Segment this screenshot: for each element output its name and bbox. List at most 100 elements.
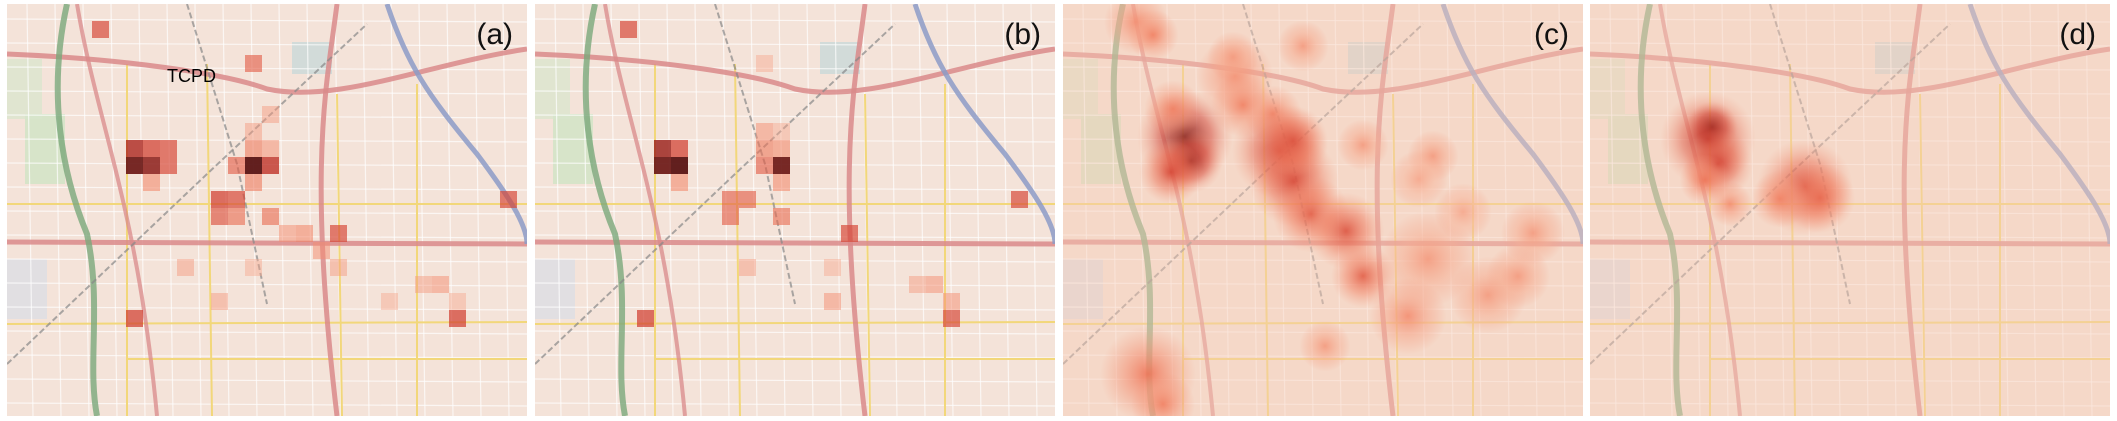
street <box>535 114 1055 119</box>
hotspot-cell <box>432 276 449 293</box>
creek <box>1440 4 1583 245</box>
hotspot-cell <box>773 140 790 157</box>
hotspot-cell <box>245 259 262 276</box>
hotspot-cell <box>943 310 960 327</box>
hotspot-cell <box>415 276 432 293</box>
street <box>110 4 118 416</box>
street <box>1002 4 1010 416</box>
map-panel-d: (d) <box>1590 4 2110 416</box>
street <box>2029 4 2037 416</box>
street <box>138 4 146 416</box>
creek <box>1967 4 2110 245</box>
heat-spot <box>1337 119 1389 171</box>
map-panel-b: (b) <box>535 4 1055 416</box>
street <box>1590 42 2110 47</box>
street <box>535 210 1055 215</box>
street <box>306 4 314 416</box>
hotspot-cell <box>245 157 262 174</box>
heat-spot <box>1707 181 1753 227</box>
hotspot-cell <box>245 174 262 191</box>
street <box>1558 4 1566 416</box>
railroad <box>7 23 368 365</box>
hotspot-cell <box>739 191 756 208</box>
hotspot-cell <box>245 140 262 157</box>
heat-spot <box>1257 105 1329 177</box>
heat-spot <box>1144 80 1202 138</box>
street <box>974 4 982 416</box>
park-area <box>535 59 570 119</box>
street <box>1590 234 2110 239</box>
arterial-road <box>864 93 871 416</box>
street <box>7 42 527 47</box>
hotspot-cell <box>654 157 671 174</box>
hotspot-cell <box>773 208 790 225</box>
hotspot-grid <box>620 21 1028 327</box>
highway-in25 <box>1901 4 1923 416</box>
street <box>1973 4 1981 416</box>
hotspot-cell <box>943 293 960 310</box>
heatmap-layer <box>1660 91 1856 235</box>
street <box>1609 4 1617 416</box>
heat-spot <box>1277 20 1329 72</box>
heat-spot <box>1751 170 1809 228</box>
street <box>750 4 758 416</box>
hotspot-cell <box>177 259 194 276</box>
street <box>1590 18 2110 23</box>
heat-spot <box>1131 372 1195 416</box>
hotspot-cell <box>262 157 279 174</box>
street <box>7 114 527 119</box>
street <box>166 4 174 416</box>
map-panel-a: TCPD (a) <box>7 4 527 416</box>
heat-spot <box>1434 183 1492 241</box>
heat-spot <box>1139 140 1203 204</box>
street <box>1590 90 2110 95</box>
street <box>250 4 258 416</box>
map-panel-c-svg <box>1063 4 1583 416</box>
street <box>1749 4 1757 416</box>
hotspot-cell <box>449 293 466 310</box>
street <box>1693 4 1701 416</box>
street <box>7 18 527 23</box>
railroad <box>535 23 896 365</box>
street <box>362 4 370 416</box>
hotspot-cell <box>773 157 790 174</box>
street <box>554 4 562 416</box>
street <box>890 4 898 416</box>
highway-in26 <box>7 239 527 247</box>
hotspot-cell <box>126 310 143 327</box>
hotspot-cell <box>773 123 790 140</box>
hotspot-cell <box>279 225 296 242</box>
street <box>1861 4 1869 416</box>
hotspot-cell <box>722 191 739 208</box>
street <box>1063 90 1583 95</box>
hotspot-cell <box>262 140 279 157</box>
airport-area <box>1063 259 1103 319</box>
hotspot-cell <box>126 157 143 174</box>
street <box>535 138 1055 143</box>
map-panel-a-svg <box>7 4 527 416</box>
arterial-road <box>206 63 213 416</box>
street <box>1889 4 1897 416</box>
hotspot-cell <box>211 191 228 208</box>
street <box>535 42 1055 47</box>
panel-label-c: (c) <box>1534 18 1569 51</box>
highway-in25 <box>846 4 868 416</box>
highway-in26 <box>535 239 1055 247</box>
hotspot-cell <box>143 140 160 157</box>
street <box>474 4 482 416</box>
heat-spot <box>1127 9 1179 61</box>
hotspot-cell <box>262 208 279 225</box>
hotspot-cell <box>381 293 398 310</box>
hotspot-cell <box>245 55 262 72</box>
hotspot-cell <box>143 174 160 191</box>
hotspot-cell <box>620 21 637 38</box>
street <box>610 4 618 416</box>
tcpd-annotation: TCPD <box>167 66 216 86</box>
base-map <box>7 4 527 416</box>
panel-label-d: (d) <box>2059 18 2096 51</box>
street <box>834 4 842 416</box>
hotspot-cell <box>126 140 143 157</box>
hotspot-cell <box>330 225 347 242</box>
base-map <box>1590 4 2110 416</box>
panel-label-b: (b) <box>1004 18 1041 51</box>
